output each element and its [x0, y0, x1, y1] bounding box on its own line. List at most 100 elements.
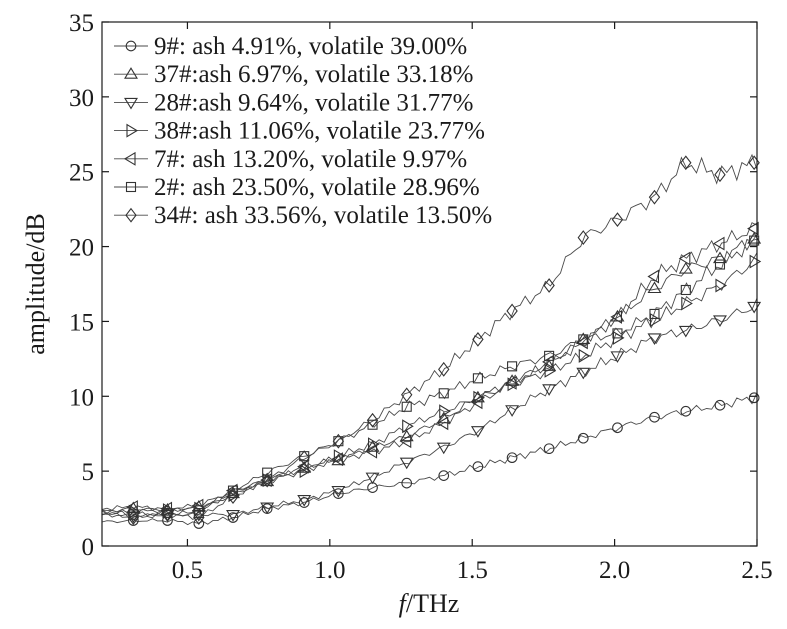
series-marker: [297, 495, 312, 507]
series-marker: [714, 399, 726, 411]
series-marker: [714, 259, 726, 270]
x-tick-label: 1.5: [457, 557, 488, 584]
series-marker: [542, 384, 557, 396]
series-marker: [299, 464, 312, 479]
series-marker: [260, 502, 275, 515]
series-marker: [365, 444, 378, 459]
legend-marker: [125, 181, 137, 193]
series-marker: [713, 315, 727, 328]
series-line: [101, 153, 758, 520]
series-marker: [438, 388, 449, 399]
series-marker: [472, 461, 484, 473]
series-marker: [505, 375, 517, 390]
series-line: [101, 252, 758, 516]
series-marker: [333, 449, 346, 464]
legend-label: 9#: ash 4.91%, volatile 39.00%: [154, 33, 467, 60]
y-tick-label: 30: [69, 85, 94, 112]
series-marker: [261, 472, 273, 488]
plot-lines: [101, 153, 758, 526]
x-tick-label: 1.0: [314, 557, 345, 584]
series-marker: [162, 515, 173, 526]
series-marker: [226, 510, 240, 522]
series-marker: [544, 363, 557, 378]
series-marker: [193, 508, 204, 519]
series-marker: [193, 510, 205, 525]
y-tick-label: 20: [69, 235, 94, 262]
plot-frame: [101, 21, 758, 547]
y-tick-label: 35: [69, 10, 94, 37]
series-marker: [436, 416, 449, 431]
series-marker: [161, 507, 174, 522]
x-tick-label: 2.5: [741, 557, 772, 584]
series-marker: [366, 412, 379, 428]
series-marker: [227, 485, 239, 496]
legend-label: 2#: ash 23.50%, volatile 28.96%: [154, 174, 480, 201]
series-marker: [681, 296, 693, 311]
series-marker: [680, 155, 692, 171]
legend-marker: [123, 151, 136, 166]
series-marker: [611, 212, 624, 228]
series-marker: [193, 518, 205, 529]
series-marker: [260, 474, 275, 487]
series-marker: [648, 189, 661, 205]
series-marker: [262, 467, 273, 478]
legend-marker: [125, 40, 137, 52]
series-marker: [402, 419, 414, 434]
series-marker: [333, 488, 344, 499]
series-marker: [399, 434, 412, 449]
y-tick-label: 10: [69, 384, 94, 411]
y-tick-label: 0: [82, 534, 95, 561]
legend-marker: [124, 67, 138, 79]
series-marker: [401, 387, 413, 403]
legend-marker: [124, 97, 138, 110]
series-line: [101, 222, 758, 511]
series-marker: [399, 457, 414, 470]
legend-label: 28#:ash 9.64%, volatile 31.77%: [154, 89, 473, 116]
series-marker: [612, 422, 623, 434]
series-marker: [680, 284, 691, 296]
series-marker: [748, 392, 760, 404]
legend-label: 34#: ash 33.56%, volatile 13.50%: [154, 202, 492, 229]
x-tick-label: 0.5: [172, 557, 203, 584]
series-marker: [506, 452, 518, 464]
series-marker: [505, 374, 520, 386]
series-marker: [678, 261, 693, 274]
series-marker: [649, 308, 660, 319]
legend-label: 38#:ash 11.06%, volatile 23.77%: [154, 118, 485, 145]
series-marker: [401, 477, 413, 489]
series-marker: [678, 325, 693, 338]
series-marker: [436, 442, 451, 455]
series-marker: [401, 401, 412, 412]
series-marker: [576, 367, 591, 380]
series-marker: [578, 334, 589, 345]
legend: 9#: ash 4.91%, volatile 39.00%37#:ash 6.…: [114, 33, 492, 229]
series-marker: [438, 361, 450, 377]
series-marker: [610, 309, 623, 324]
series-marker: [439, 404, 451, 419]
series-line: [101, 392, 758, 526]
series-marker: [678, 251, 691, 266]
y-tick-label: 5: [82, 459, 95, 486]
series-marker: [505, 405, 520, 417]
legend-marker: [126, 123, 139, 138]
series-marker: [127, 510, 140, 525]
series-marker: [298, 497, 310, 508]
series-marker: [749, 254, 762, 269]
series-marker: [714, 167, 726, 183]
series-marker: [297, 461, 312, 473]
y-axis-title: amplitude/dB: [21, 213, 50, 355]
legend-marker: [125, 207, 137, 223]
series-marker: [712, 236, 725, 251]
y-tick-label: 15: [69, 309, 94, 336]
series-marker: [647, 281, 662, 294]
series-line: [101, 298, 758, 518]
series-marker: [749, 235, 760, 246]
x-axis-title: f/THz: [399, 589, 460, 618]
series-marker: [543, 443, 555, 455]
series-marker: [649, 411, 660, 423]
series-marker: [227, 512, 239, 523]
series-marker: [365, 472, 380, 485]
series-marker: [506, 303, 518, 319]
series-marker: [472, 373, 483, 384]
